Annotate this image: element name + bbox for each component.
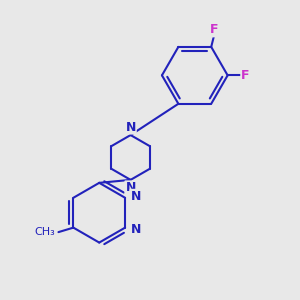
Text: F: F xyxy=(241,69,250,82)
Text: N: N xyxy=(125,121,136,134)
Text: N: N xyxy=(130,190,141,203)
Text: N: N xyxy=(130,223,141,236)
Text: N: N xyxy=(125,182,136,194)
Text: CH₃: CH₃ xyxy=(35,227,56,237)
Text: F: F xyxy=(210,23,218,36)
